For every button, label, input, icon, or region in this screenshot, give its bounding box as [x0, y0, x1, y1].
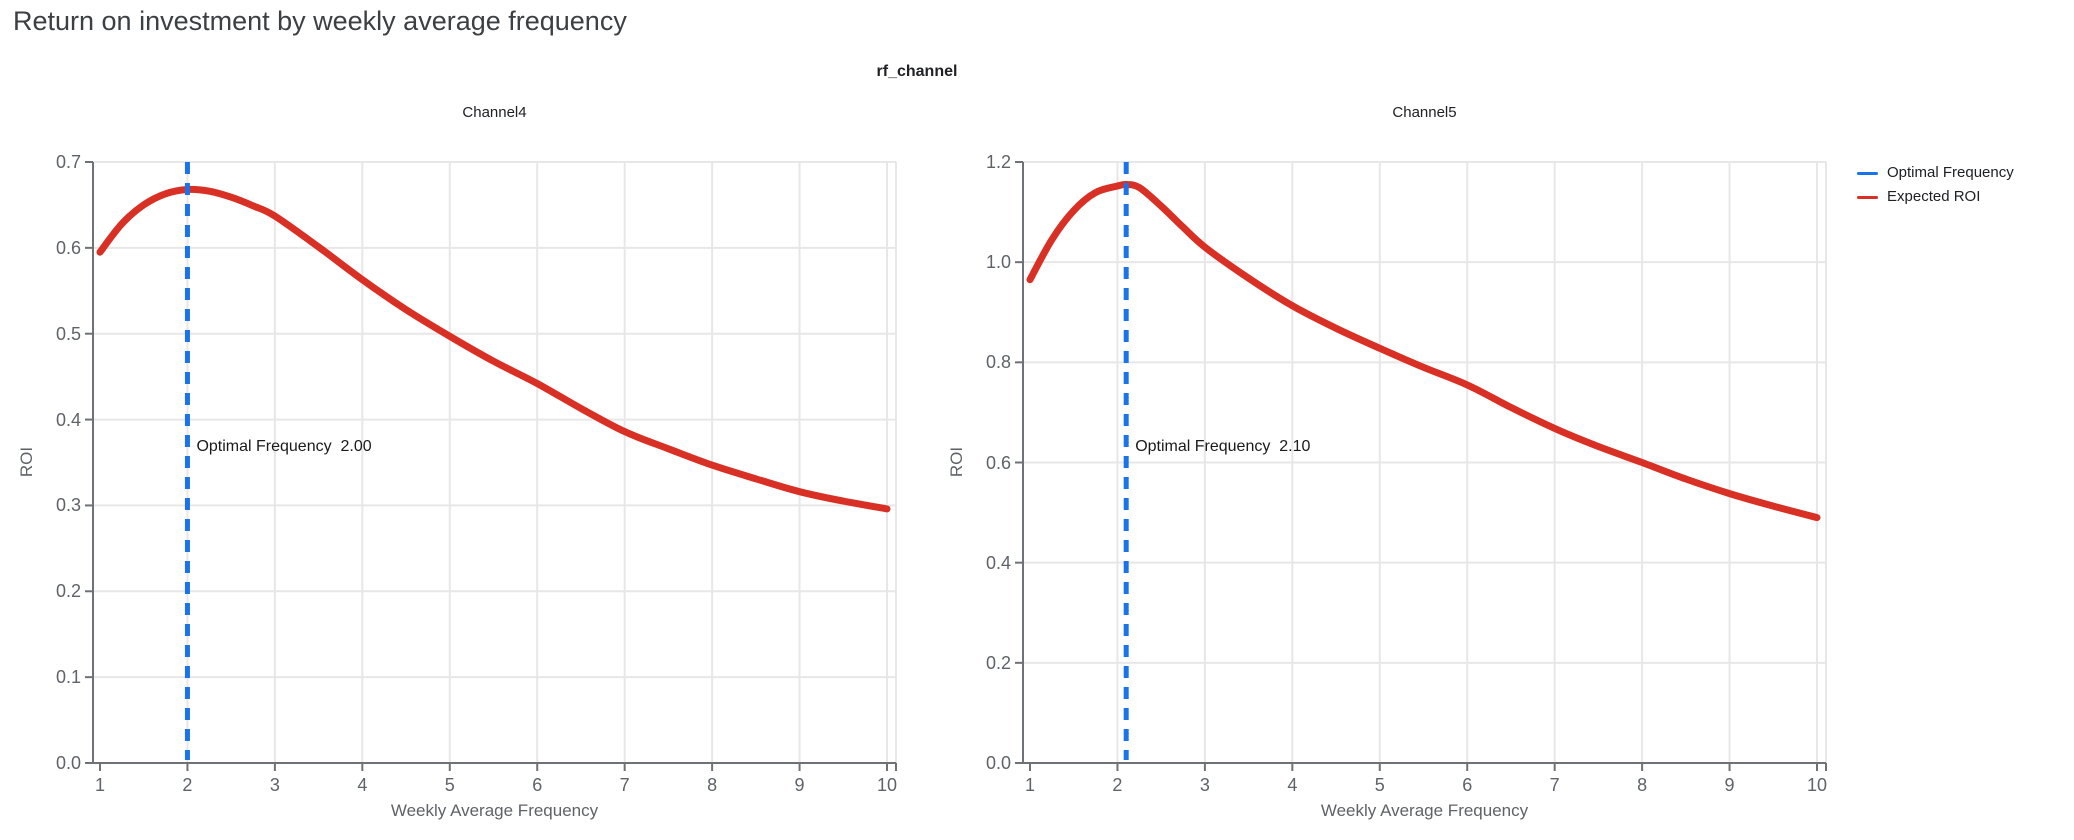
- y-tick-label: 0.3: [55, 495, 81, 516]
- x-tick-label: 5: [1374, 775, 1385, 795]
- x-tick-label: 10: [1806, 775, 1828, 795]
- facet-title: rf_channel: [876, 63, 958, 80]
- y-tick-label: 0.0: [985, 753, 1011, 773]
- page-title: Return on investment by weekly average f…: [13, 6, 627, 36]
- legend-item-expected-roi[interactable]: Expected ROI: [1857, 185, 2014, 209]
- x-tick-label: 6: [1462, 775, 1473, 795]
- channel5-title: Channel5: [1392, 104, 1457, 121]
- channel4-title: Channel4: [462, 104, 527, 121]
- expected-roi-curve: [1026, 180, 1821, 522]
- y-tick-label: 0.6: [55, 237, 81, 258]
- channel4-optimal-annotation: Optimal Frequency 2.00: [196, 438, 372, 455]
- x-tick-label: 6: [532, 775, 543, 795]
- x-tick-label: 8: [1637, 775, 1648, 795]
- y-tick-label: 0.1: [55, 667, 81, 688]
- x-tick-label: 8: [707, 775, 718, 795]
- x-tick-label: 9: [1724, 775, 1735, 795]
- y-tick-label: 0.6: [985, 452, 1011, 473]
- legend: Optimal Frequency Expected ROI: [1857, 161, 2014, 209]
- y-tick-label: 1.0: [985, 252, 1011, 273]
- optimal-frequency-line-icon: [1857, 171, 1878, 175]
- y-tick-label: 0.5: [55, 323, 81, 344]
- x-tick-label: 1: [1024, 775, 1035, 795]
- legend-label-expected-roi: Expected ROI: [1887, 188, 1981, 205]
- x-tick-label: 5: [444, 775, 455, 795]
- y-tick-label: 0.7: [55, 152, 81, 172]
- x-tick-label: 3: [269, 775, 280, 795]
- x-tick-label: 9: [794, 775, 805, 795]
- channel5-x-axis-title: Weekly Average Frequency: [1320, 801, 1529, 820]
- x-tick-label: 2: [182, 775, 193, 795]
- expected-roi-curve: [96, 185, 891, 513]
- y-tick-label: 0.2: [985, 652, 1011, 673]
- x-tick-label: 10: [876, 775, 898, 795]
- x-tick-label: 1: [94, 775, 105, 795]
- x-tick-label: 3: [1199, 775, 1210, 795]
- y-tick-label: 0.0: [55, 753, 81, 773]
- x-tick-label: 7: [619, 775, 630, 795]
- y-tick-label: 0.4: [55, 409, 81, 430]
- x-tick-label: 4: [357, 775, 368, 795]
- expected-roi-line-icon: [1857, 195, 1878, 199]
- y-tick-label: 0.2: [55, 581, 81, 602]
- x-tick-label: 7: [1549, 775, 1560, 795]
- x-tick-label: 2: [1112, 775, 1123, 795]
- channel5-optimal-annotation: Optimal Frequency 2.10: [1135, 438, 1311, 455]
- legend-label-optimal-frequency: Optimal Frequency: [1887, 164, 2014, 181]
- y-tick-label: 1.2: [985, 152, 1011, 172]
- legend-item-optimal-frequency[interactable]: Optimal Frequency: [1857, 161, 2014, 185]
- channel4-x-axis-title: Weekly Average Frequency: [390, 801, 599, 820]
- x-tick-label: 4: [1287, 775, 1298, 795]
- y-tick-label: 0.8: [985, 352, 1011, 373]
- y-tick-label: 0.4: [985, 552, 1011, 573]
